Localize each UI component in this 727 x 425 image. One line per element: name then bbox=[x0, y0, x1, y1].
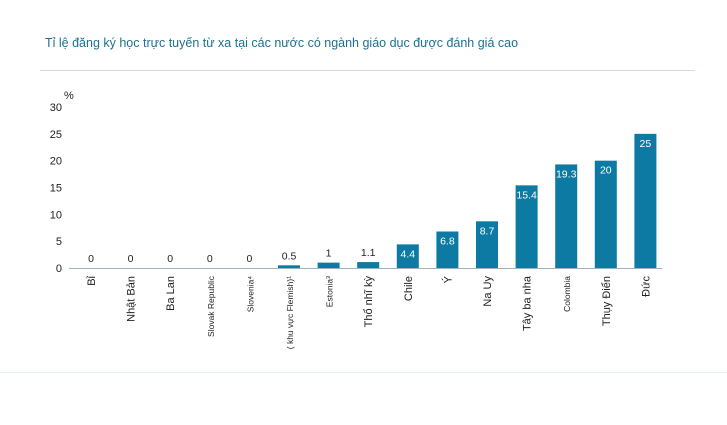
bar bbox=[476, 221, 498, 268]
category-label: Thổ nhĩ kỳ bbox=[363, 276, 375, 328]
bar-series: 0 0 0 0 0 0.5 1 1.1 4.4 6.8 8.7 15.4 19.3 20 25 bbox=[88, 133, 657, 268]
bar bbox=[555, 164, 578, 268]
category-label: ( khu vực Flemish)¹ bbox=[285, 276, 295, 349]
category-label: Estonia³ bbox=[325, 276, 335, 307]
bar bbox=[396, 244, 419, 268]
y-tick-label: 15 bbox=[50, 183, 62, 195]
data-label: 0 bbox=[128, 253, 134, 265]
category-label: Ý bbox=[441, 275, 454, 283]
y-tick-label: 25 bbox=[50, 129, 62, 141]
data-label: 6.8 bbox=[440, 236, 455, 248]
category-label: Ba Lan bbox=[165, 276, 177, 311]
data-label: 8.7 bbox=[480, 225, 495, 237]
data-label: 0 bbox=[207, 253, 213, 265]
data-label: 1 bbox=[326, 248, 332, 260]
data-label: 0 bbox=[88, 253, 94, 265]
data-label: 25 bbox=[640, 138, 652, 150]
category-label: Slovak Republic bbox=[206, 275, 216, 337]
category-label: Chile bbox=[403, 276, 415, 301]
category-label: Bỉ bbox=[86, 275, 98, 285]
bar bbox=[634, 133, 657, 268]
bar bbox=[515, 185, 538, 268]
category-label: Tây ba nha bbox=[522, 275, 534, 331]
y-tick-label: 10 bbox=[50, 209, 62, 221]
y-tick-label: 0 bbox=[56, 263, 62, 275]
data-label: 19.3 bbox=[556, 168, 577, 180]
y-unit-label: % bbox=[64, 90, 74, 102]
category-label: Slovenia⁴ bbox=[245, 276, 255, 313]
bottom-divider bbox=[0, 372, 727, 373]
bar bbox=[436, 231, 459, 268]
category-labels: Bỉ Nhật Bản Ba Lan Slovak Republic Slovenia⁴… bbox=[86, 275, 652, 349]
category-label: Thụy Điển bbox=[601, 276, 613, 326]
data-label: 4.4 bbox=[400, 248, 415, 260]
category-label: Colombia bbox=[562, 276, 572, 312]
y-tick-label: 20 bbox=[50, 156, 62, 168]
title-divider bbox=[40, 70, 695, 71]
data-label: 20 bbox=[600, 165, 612, 177]
bar bbox=[357, 262, 380, 268]
data-label: 1.1 bbox=[361, 247, 376, 259]
data-label: 0 bbox=[167, 253, 173, 265]
category-label: Đức bbox=[640, 276, 652, 297]
y-tick-label: 5 bbox=[56, 236, 62, 248]
category-label: Nhật Bản bbox=[126, 276, 138, 322]
bar bbox=[594, 160, 617, 268]
chart-title: Tỉ lệ đăng ký học trực tuyến từ xa tại c… bbox=[45, 36, 519, 50]
category-label: Na Uy bbox=[482, 276, 494, 307]
data-label: 0.5 bbox=[282, 250, 297, 262]
y-tick-label: 30 bbox=[50, 102, 62, 114]
bar bbox=[317, 262, 340, 268]
data-label: 0 bbox=[246, 253, 252, 265]
data-label: 15.4 bbox=[516, 189, 537, 201]
bar bbox=[278, 265, 300, 268]
